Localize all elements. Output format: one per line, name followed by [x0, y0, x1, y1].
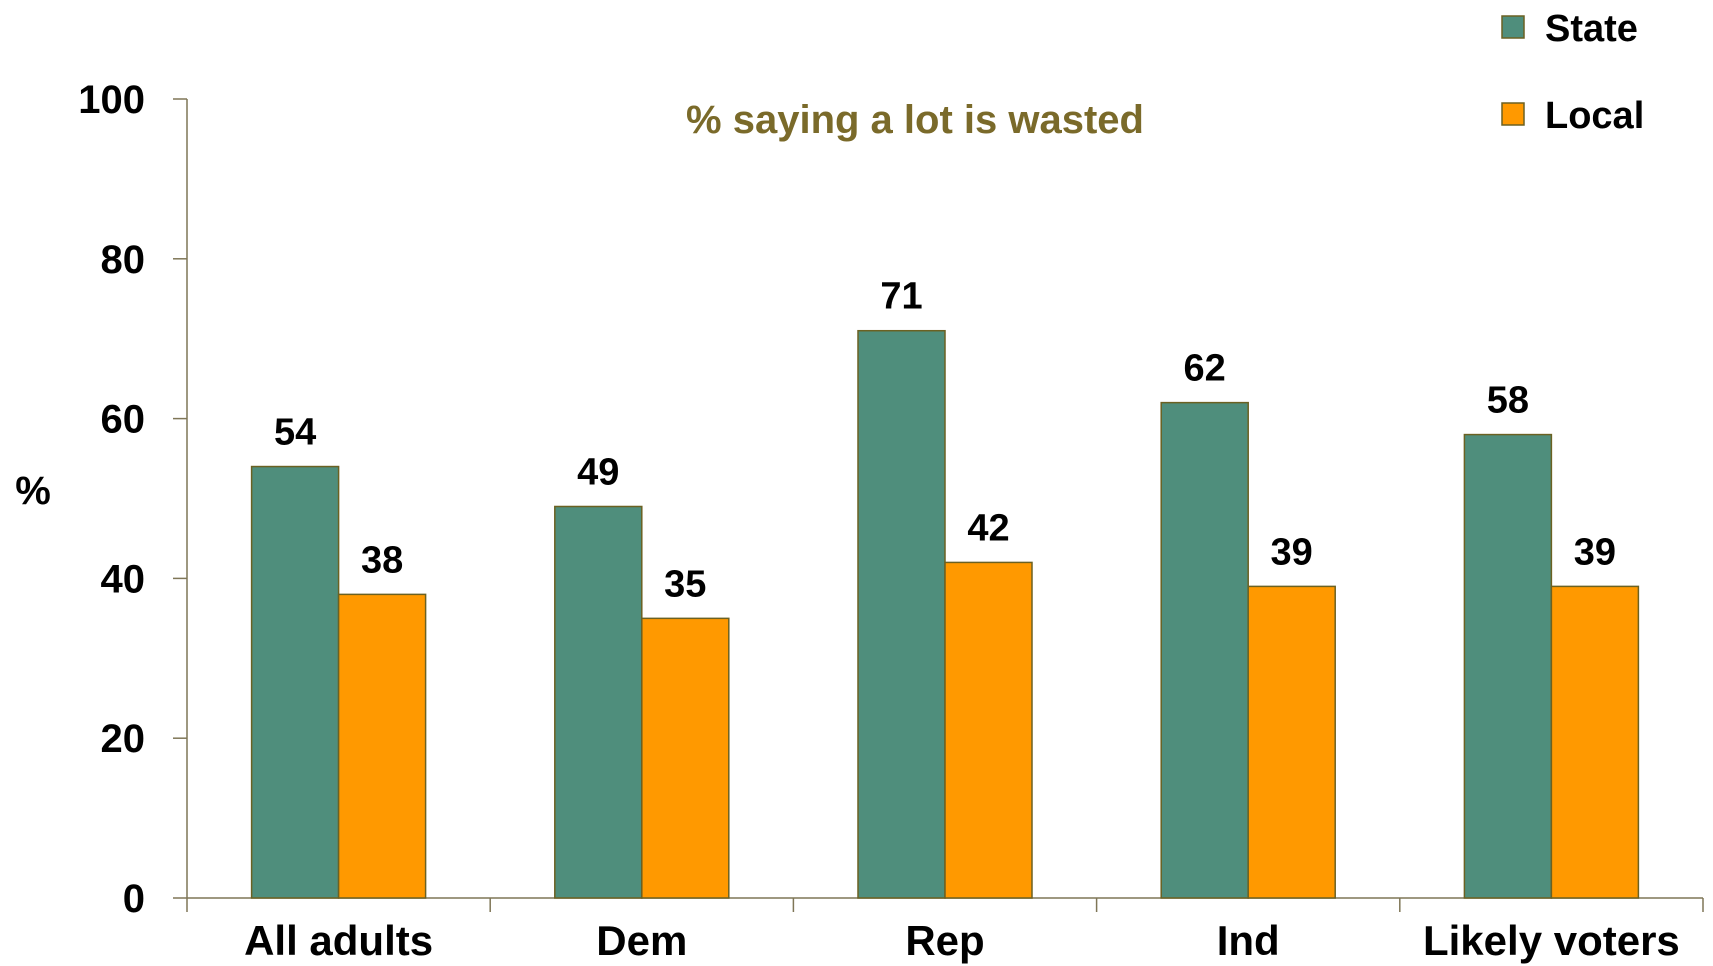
x-tick-label: Dem [596, 917, 687, 964]
bar-local [944, 561, 1033, 899]
chart-subtitle: % saying a lot is wasted [686, 98, 1144, 142]
legend-swatch-state [1501, 15, 1525, 39]
labels-layer: 54 49 71 62 58 38 35 42 39 39 [274, 276, 1616, 606]
legend-swatch-local [1501, 102, 1525, 126]
data-label: 54 [274, 412, 316, 454]
legend: State Local [1501, 8, 1644, 137]
x-tick-label: Ind [1217, 917, 1280, 964]
x-tick-label: Likely voters [1423, 917, 1680, 964]
y-tick-label: 60 [101, 398, 146, 442]
bar-local [1247, 585, 1336, 899]
y-tick-label: 20 [101, 717, 146, 761]
y-tick-label: 0 [123, 877, 145, 921]
bar-state [1160, 401, 1249, 899]
data-label: 49 [577, 451, 619, 493]
x-tick-label: Rep [905, 917, 984, 964]
data-label: 42 [967, 507, 1009, 549]
axes-layer: 0 20 40 60 80 100 All adults Dem Rep Ind Likely vo… [78, 78, 1704, 964]
data-label: 58 [1487, 380, 1529, 422]
bar-state [554, 505, 643, 899]
legend-label-state: State [1545, 8, 1638, 50]
bar-local [337, 593, 427, 899]
bar-local [1550, 585, 1640, 899]
y-tick-label: 80 [101, 238, 146, 282]
bar-local [641, 617, 730, 899]
bar-state [857, 329, 946, 899]
legend-label-local: Local [1545, 95, 1644, 137]
data-label: 39 [1271, 531, 1313, 573]
bars-layer [250, 329, 1640, 899]
data-label: 39 [1574, 531, 1616, 573]
y-axis-label: % [15, 469, 51, 513]
data-label: 62 [1184, 348, 1226, 390]
data-label: 38 [361, 539, 403, 581]
y-tick-label: 100 [78, 78, 145, 122]
bar-state [250, 465, 340, 899]
y-tick-label: 40 [101, 557, 146, 601]
x-tick-label: All adults [244, 917, 433, 964]
bar-state [1463, 433, 1553, 899]
data-label: 35 [664, 563, 706, 605]
data-label: 71 [880, 276, 922, 318]
